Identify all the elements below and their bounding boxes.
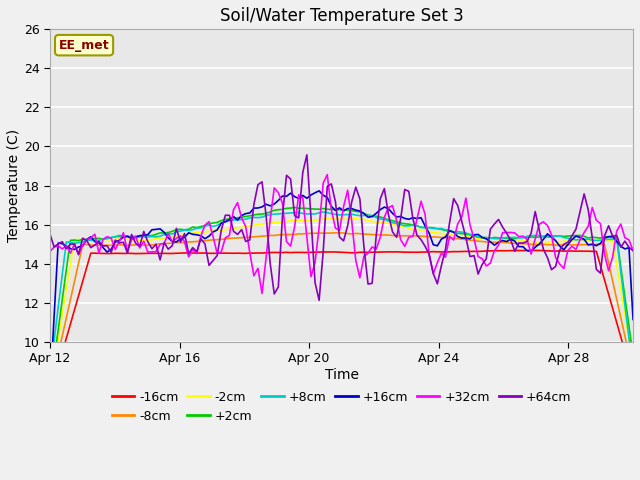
+64cm [470, 253, 478, 259]
+16cm [466, 236, 474, 242]
-2cm [352, 216, 360, 222]
+8cm [527, 233, 535, 239]
+32cm [470, 236, 478, 241]
-16cm [524, 248, 531, 253]
+32cm [531, 236, 539, 242]
-16cm [629, 377, 637, 383]
-8cm [87, 242, 95, 248]
+8cm [319, 209, 327, 215]
+64cm [87, 245, 95, 251]
-16cm [87, 250, 95, 256]
-8cm [629, 370, 637, 375]
-2cm [519, 238, 527, 244]
-8cm [519, 241, 527, 247]
+64cm [303, 152, 310, 158]
+8cm [225, 218, 233, 224]
Line: -8cm: -8cm [50, 233, 633, 391]
-16cm [515, 248, 523, 253]
Line: +32cm: +32cm [50, 175, 633, 293]
Line: +16cm: +16cm [50, 191, 633, 391]
-8cm [466, 237, 474, 243]
+2cm [466, 232, 474, 238]
Line: -16cm: -16cm [50, 251, 633, 395]
+8cm [87, 237, 95, 243]
+8cm [46, 371, 54, 377]
+16cm [527, 248, 535, 254]
+32cm [629, 248, 637, 253]
-16cm [46, 392, 54, 398]
+64cm [524, 239, 531, 244]
+8cm [132, 233, 140, 239]
-8cm [46, 388, 54, 394]
Text: EE_met: EE_met [59, 39, 109, 52]
+2cm [225, 216, 233, 222]
-8cm [225, 236, 233, 241]
+16cm [519, 244, 527, 250]
+2cm [291, 204, 298, 210]
+8cm [466, 231, 474, 237]
+16cm [132, 234, 140, 240]
-16cm [132, 251, 140, 256]
Line: +64cm: +64cm [50, 155, 633, 300]
+64cm [629, 248, 637, 253]
+2cm [519, 234, 527, 240]
-2cm [87, 236, 95, 242]
Y-axis label: Temperature (C): Temperature (C) [7, 129, 21, 242]
-16cm [527, 248, 535, 253]
-8cm [527, 241, 535, 247]
+64cm [316, 298, 323, 303]
-2cm [629, 361, 637, 367]
+32cm [87, 235, 95, 240]
+32cm [323, 172, 331, 178]
Legend: -16cm, -8cm, -2cm, +2cm, +8cm, +16cm, +32cm, +64cm: -16cm, -8cm, -2cm, +2cm, +8cm, +16cm, +3… [106, 385, 577, 428]
+2cm [46, 386, 54, 392]
+2cm [629, 353, 637, 359]
+16cm [87, 234, 95, 240]
+16cm [46, 388, 54, 394]
-2cm [527, 239, 535, 244]
+64cm [132, 240, 140, 246]
X-axis label: Time: Time [324, 368, 358, 382]
Title: Soil/Water Temperature Set 3: Soil/Water Temperature Set 3 [220, 7, 463, 25]
+64cm [46, 231, 54, 237]
-2cm [46, 386, 54, 392]
+8cm [629, 369, 637, 374]
+16cm [629, 317, 637, 323]
+2cm [87, 237, 95, 242]
-8cm [132, 242, 140, 248]
+2cm [132, 235, 140, 240]
+8cm [519, 235, 527, 241]
+16cm [225, 217, 233, 223]
+32cm [46, 249, 54, 254]
-16cm [225, 251, 233, 256]
-2cm [132, 237, 140, 243]
-8cm [335, 230, 343, 236]
+32cm [225, 233, 233, 239]
+32cm [258, 290, 266, 296]
Line: +8cm: +8cm [50, 212, 633, 374]
Line: +2cm: +2cm [50, 207, 633, 389]
-2cm [225, 226, 233, 232]
-2cm [466, 234, 474, 240]
+16cm [316, 188, 323, 194]
-16cm [462, 249, 470, 254]
Line: -2cm: -2cm [50, 219, 633, 389]
+64cm [225, 212, 233, 218]
+32cm [524, 236, 531, 242]
+32cm [132, 234, 140, 240]
+2cm [527, 234, 535, 240]
+64cm [531, 209, 539, 215]
